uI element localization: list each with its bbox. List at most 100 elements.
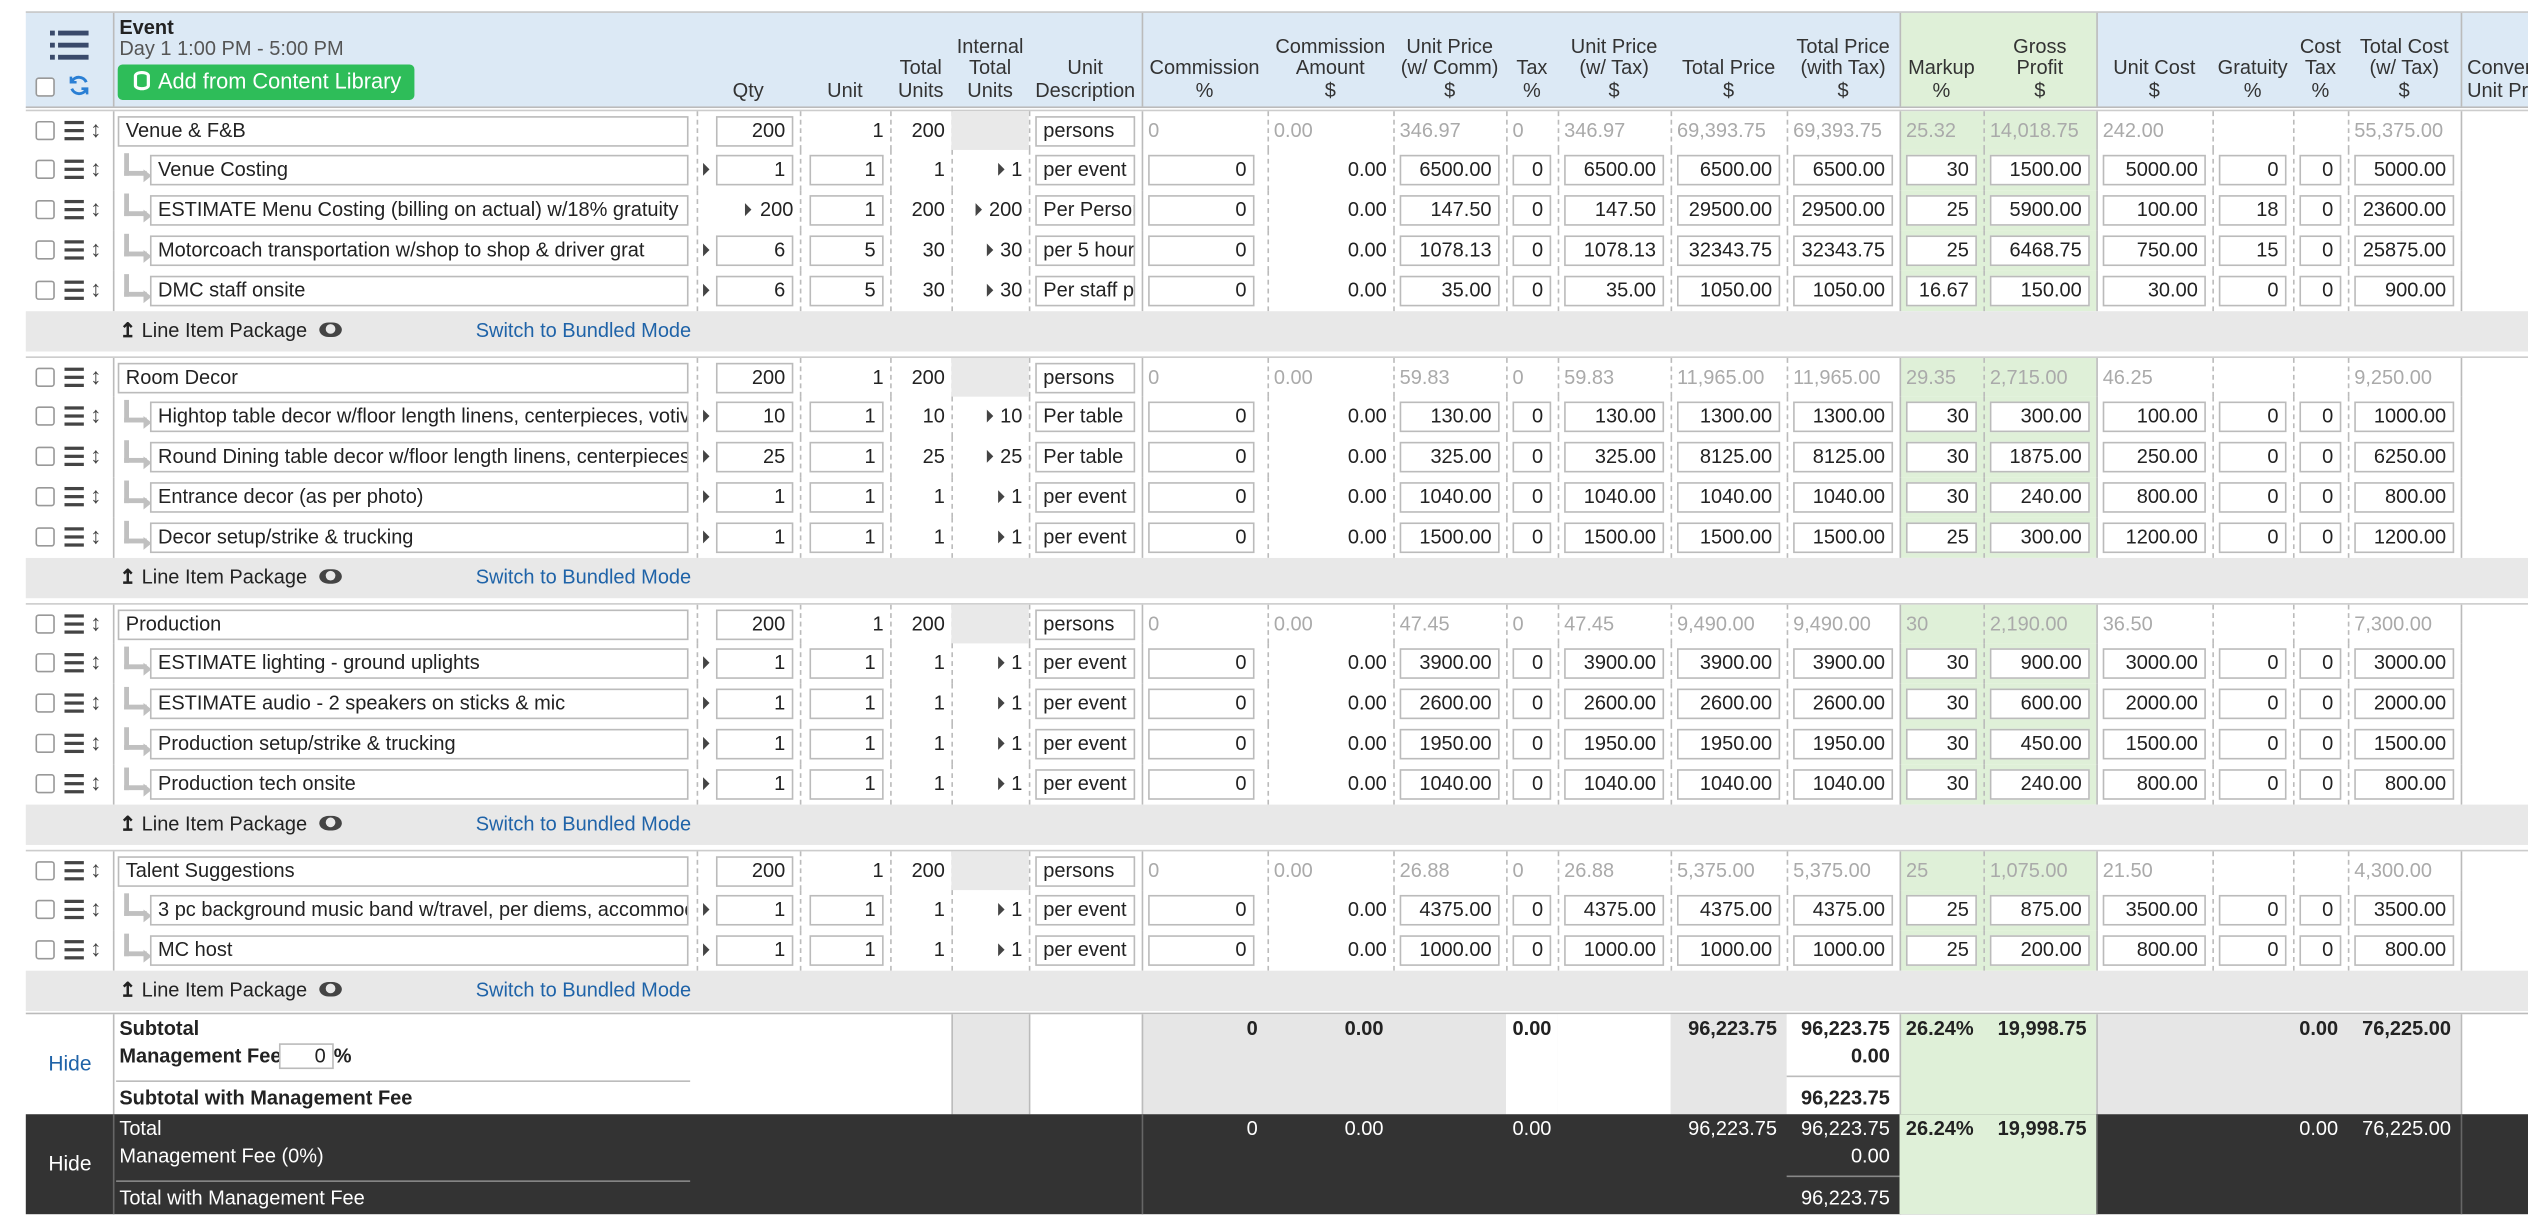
gratuity-input[interactable]: 0: [2218, 401, 2287, 433]
total-price-input[interactable]: 1950.00: [1677, 728, 1781, 760]
row-menu-icon[interactable]: [64, 614, 84, 634]
markup-input[interactable]: 25: [1905, 894, 1977, 926]
add-from-library-button[interactable]: Add from Content Library: [117, 64, 415, 100]
qty-input[interactable]: 25: [715, 441, 794, 473]
unit-cost-input[interactable]: 800.00: [2102, 769, 2206, 800]
item-name-input[interactable]: 3 pc background music band w/travel, per…: [149, 894, 689, 926]
unit-input[interactable]: 1: [809, 482, 884, 513]
qty-input[interactable]: 1: [715, 522, 794, 554]
total-price-input[interactable]: 29500.00: [1677, 195, 1781, 226]
markup-input[interactable]: 25: [1905, 195, 1977, 226]
unit-price-tax-input[interactable]: 130.00: [1564, 401, 1665, 433]
total-cost-input[interactable]: 1200.00: [2354, 522, 2455, 554]
unit-cost-input[interactable]: 3000.00: [2102, 648, 2206, 679]
markup-input[interactable]: 16.67: [1905, 275, 1977, 307]
expand-caret-icon[interactable]: [703, 777, 710, 791]
drag-handle-icon[interactable]: ↕: [90, 894, 102, 921]
total-price-input[interactable]: 1000.00: [1677, 935, 1781, 966]
unit-price-comm-input[interactable]: 1950.00: [1399, 728, 1500, 760]
item-name-input[interactable]: Production setup/strike & trucking: [149, 728, 689, 760]
total-price-tax-input[interactable]: 2600.00: [1793, 688, 1894, 720]
unit-input[interactable]: 1: [809, 154, 884, 186]
cost-tax-input[interactable]: 0: [2299, 235, 2342, 267]
item-name-input[interactable]: ESTIMATE Menu Costing (billing on actual…: [149, 195, 689, 226]
unit-description-input[interactable]: per event: [1035, 935, 1136, 966]
unit-description-input[interactable]: per event: [1035, 482, 1136, 513]
row-checkbox[interactable]: [35, 486, 55, 507]
total-price-input[interactable]: 1040.00: [1677, 482, 1781, 513]
unit-description-input[interactable]: persons: [1035, 856, 1136, 887]
cost-tax-input[interactable]: 0: [2299, 195, 2342, 226]
unit-price-tax-input[interactable]: 4375.00: [1564, 894, 1665, 926]
cost-tax-input[interactable]: 0: [2299, 935, 2342, 966]
expand-caret-icon[interactable]: [703, 409, 710, 423]
unit-price-tax-input[interactable]: 1950.00: [1564, 728, 1665, 760]
unit-price-tax-input[interactable]: 147.50: [1564, 195, 1665, 226]
item-name-input[interactable]: MC host: [149, 935, 689, 966]
item-name-input[interactable]: Decor setup/strike & trucking: [149, 522, 689, 554]
header-comm-pct[interactable]: Commission%: [1142, 57, 1268, 102]
cost-tax-input[interactable]: 0: [2299, 482, 2342, 513]
expand-caret-icon[interactable]: [703, 530, 710, 544]
total-price-tax-input[interactable]: 1050.00: [1793, 275, 1894, 307]
unit-description-input[interactable]: persons: [1035, 116, 1136, 147]
qty-input[interactable]: 1: [715, 728, 794, 760]
commission-pct-input[interactable]: 0: [1148, 894, 1255, 926]
commission-pct-input[interactable]: 0: [1148, 688, 1255, 720]
total-price-tax-input[interactable]: 1040.00: [1793, 769, 1894, 800]
expand-caret-icon[interactable]: [998, 943, 1005, 957]
tax-pct-input[interactable]: 0: [1512, 648, 1552, 679]
drag-handle-icon[interactable]: ↕: [90, 728, 102, 755]
header-conv[interactable]: Conver Unit Pr: [2461, 57, 2528, 102]
unit-cost-input[interactable]: 100.00: [2102, 195, 2206, 226]
unit-price-comm-input[interactable]: 1040.00: [1399, 482, 1500, 513]
gratuity-input[interactable]: 0: [2218, 894, 2287, 926]
total-price-input[interactable]: 1040.00: [1677, 769, 1781, 800]
header-qty[interactable]: Qty: [697, 79, 800, 102]
gross-profit-input[interactable]: 300.00: [1989, 401, 2090, 433]
unit-input[interactable]: 1: [809, 648, 884, 679]
drag-handle-icon[interactable]: ↕: [90, 275, 102, 302]
total-cost-input[interactable]: 1500.00: [2354, 728, 2455, 760]
row-menu-icon[interactable]: [64, 159, 84, 179]
expand-caret-icon[interactable]: [703, 696, 710, 710]
switch-to-bundled-link[interactable]: Switch to Bundled Mode: [475, 812, 692, 836]
unit-cost-input[interactable]: 30.00: [2102, 275, 2206, 307]
item-name-input[interactable]: Entrance decor (as per photo): [149, 482, 689, 513]
expand-caret-icon[interactable]: [703, 736, 710, 750]
total-price-input[interactable]: 2600.00: [1677, 688, 1781, 720]
parent-name-input[interactable]: Production: [117, 609, 689, 641]
total-cost-input[interactable]: 3000.00: [2354, 648, 2455, 679]
header-total-cost[interactable]: Total Cost (w/ Tax) $: [2348, 35, 2461, 101]
expand-caret-icon[interactable]: [998, 777, 1005, 791]
unit-input[interactable]: 1: [809, 935, 884, 966]
gratuity-input[interactable]: 18: [2218, 195, 2287, 226]
unit-cost-input[interactable]: 250.00: [2102, 441, 2206, 473]
row-menu-icon[interactable]: [64, 446, 84, 467]
gratuity-input[interactable]: 0: [2218, 441, 2287, 473]
unit-cost-input[interactable]: 1200.00: [2102, 522, 2206, 554]
gross-profit-input[interactable]: 200.00: [1989, 935, 2090, 966]
drag-handle-icon[interactable]: ↕: [90, 235, 102, 262]
switch-to-bundled-link[interactable]: Switch to Bundled Mode: [475, 319, 692, 342]
qty-input[interactable]: 200: [715, 609, 794, 641]
total-price-tax-input[interactable]: 32343.75: [1793, 235, 1894, 267]
gratuity-input[interactable]: 0: [2218, 769, 2287, 800]
item-name-input[interactable]: Motorcoach transportation w/shop to shop…: [149, 235, 689, 267]
cost-tax-input[interactable]: 0: [2299, 769, 2342, 800]
unit-description-input[interactable]: persons: [1035, 362, 1136, 394]
unit-cost-input[interactable]: 3500.00: [2102, 894, 2206, 926]
expand-caret-icon[interactable]: [998, 656, 1005, 670]
tax-pct-input[interactable]: 0: [1512, 235, 1552, 267]
unit-price-tax-input[interactable]: 3900.00: [1564, 648, 1665, 679]
unit-price-comm-input[interactable]: 1040.00: [1399, 769, 1500, 800]
row-checkbox[interactable]: [35, 940, 55, 960]
commission-pct-input[interactable]: 0: [1148, 275, 1255, 307]
row-menu-icon[interactable]: [64, 280, 84, 300]
commission-pct-input[interactable]: 0: [1148, 401, 1255, 433]
expand-caret-icon[interactable]: [703, 656, 710, 670]
total-cost-input[interactable]: 23600.00: [2354, 195, 2455, 226]
total-cost-input[interactable]: 3500.00: [2354, 894, 2455, 926]
expand-caret-icon[interactable]: [703, 490, 710, 504]
gross-profit-input[interactable]: 240.00: [1989, 769, 2090, 800]
